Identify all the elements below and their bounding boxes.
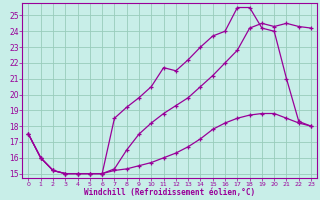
X-axis label: Windchill (Refroidissement éolien,°C): Windchill (Refroidissement éolien,°C) (84, 188, 255, 197)
